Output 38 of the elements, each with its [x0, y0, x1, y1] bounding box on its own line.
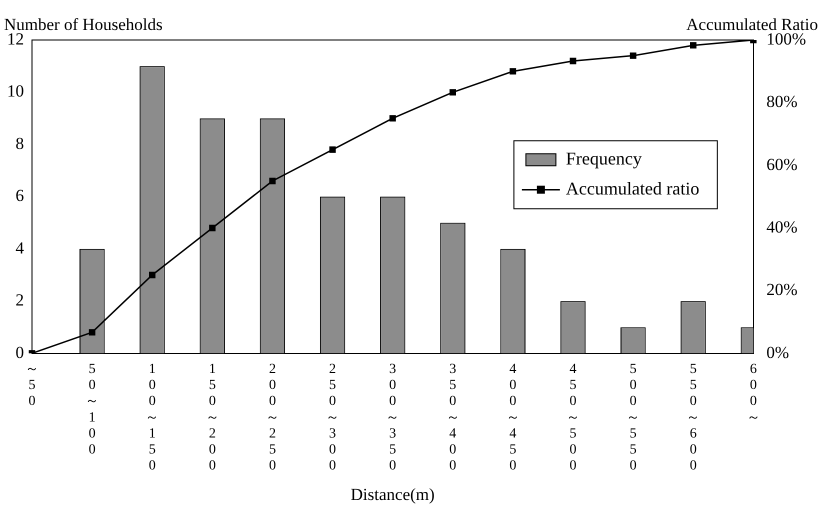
point — [88, 329, 96, 336]
x-tick-label: 550～600 — [686, 362, 700, 474]
point — [389, 115, 396, 122]
point — [690, 42, 696, 49]
y-tick-label: 8 — [16, 134, 24, 153]
point — [149, 272, 156, 278]
point — [269, 178, 276, 184]
x-tick-label: 300～350 — [386, 362, 400, 474]
y-tick-label: 10 — [7, 82, 24, 101]
point — [329, 146, 336, 153]
y-tick-label: 6 — [16, 186, 24, 206]
y2-tick-label: 20% — [766, 280, 798, 300]
x-tick-label: ～50 — [25, 362, 39, 410]
x-tick-label: 400～450 — [506, 362, 520, 474]
y-tick-label: 0 — [16, 342, 24, 362]
point — [209, 224, 216, 232]
y2-tick-label: 80% — [766, 92, 798, 112]
x-tick-label: 150～200 — [205, 362, 220, 474]
point — [510, 68, 516, 75]
x-tick-label: 500～550 — [626, 362, 640, 474]
y2-tick-label: 40% — [766, 217, 798, 236]
x-tick-label: 100～150 — [145, 362, 160, 474]
x-tick-label: 250～300 — [326, 362, 340, 474]
y2-tick-label: 0% — [766, 342, 790, 362]
x-tick-label: 50～100 — [85, 362, 100, 458]
y2-tick-label: 60% — [766, 154, 798, 174]
y-tick-label: 4 — [16, 238, 24, 258]
x-tick-label: 450～500 — [566, 362, 580, 474]
legend-label: Accumulated ratio — [566, 178, 700, 198]
legend-label: Frequency — [566, 148, 642, 168]
x-tick-label: 200～250 — [265, 362, 280, 474]
point — [450, 89, 456, 96]
point — [570, 58, 576, 64]
point — [630, 52, 636, 59]
y-tick-label: 2 — [16, 290, 24, 310]
x-tick-label: 600～ — [746, 362, 760, 426]
x-axis-title: Distance(m) — [350, 484, 435, 504]
x-tick-label: 350～400 — [446, 362, 460, 474]
